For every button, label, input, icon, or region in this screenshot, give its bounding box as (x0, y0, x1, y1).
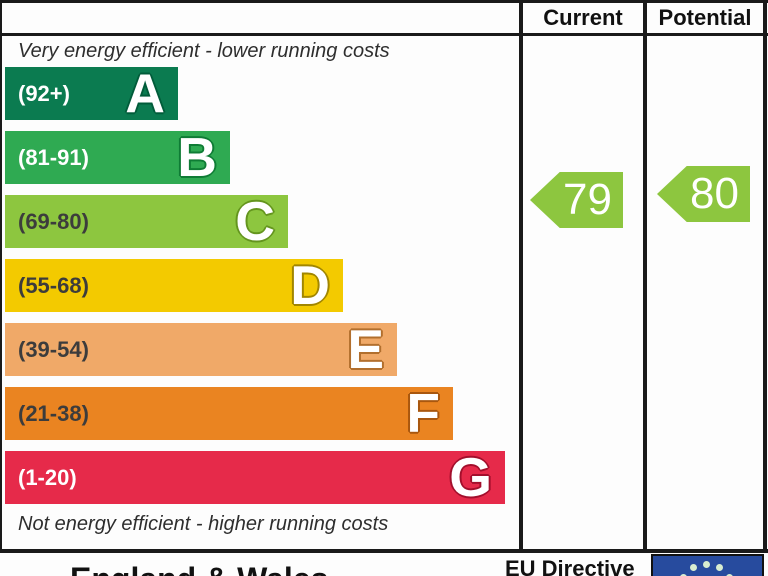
table-right-border (763, 0, 767, 553)
band-range-label: (39-54) (18, 336, 89, 362)
table-bottom-border (0, 549, 768, 553)
rating-bands: (92+) A (81-91) B (69-80) C (55-68) D (39-54) E (2… (5, 61, 505, 515)
current-column-header: Current (543, 5, 623, 30)
potential-column-divider (643, 0, 647, 553)
current-rating-value: 79 (563, 175, 612, 224)
band-bar-b: (81-91) B (5, 125, 230, 188)
bottom-efficiency-caption: Not energy efficient - higher running co… (18, 513, 389, 535)
band-row-f: (21-38) F (5, 381, 505, 444)
star-dot-icon (680, 574, 688, 576)
band-bar-a: (92+) A (5, 61, 178, 124)
potential-column-header: Potential (658, 5, 752, 30)
band-grade-letter: C (235, 189, 275, 252)
band-row-g: (1-20) G (5, 445, 505, 508)
band-grade-letter: E (347, 317, 384, 380)
band-row-d: (55-68) D (5, 253, 505, 316)
band-range-label: (21-38) (18, 400, 89, 426)
band-range-label: (1-20) (18, 464, 77, 490)
band-grade-letter: F (406, 381, 440, 444)
band-bar-e: (39-54) E (5, 317, 397, 380)
band-bar-c: (69-80) C (5, 189, 288, 252)
star-dot-icon (703, 561, 710, 568)
top-efficiency-caption: Very energy efficient - lower running co… (18, 40, 390, 62)
band-grade-letter: B (177, 125, 217, 188)
band-range-label: (55-68) (18, 272, 89, 298)
star-dot-icon (716, 564, 723, 572)
band-grade-letter: D (290, 253, 330, 316)
star-dot-icon (690, 564, 697, 572)
band-range-label: (92+) (18, 80, 70, 106)
region-label: England & Wales (70, 561, 328, 576)
eu-flag-icon (651, 554, 764, 576)
band-row-b: (81-91) B (5, 125, 505, 188)
star-dot-icon (725, 574, 733, 576)
band-range-label: (81-91) (18, 144, 89, 170)
band-bar-g: (1-20) G (5, 445, 505, 508)
band-range-label: (69-80) (18, 208, 89, 234)
header-divider-line (0, 33, 768, 36)
band-row-a: (92+) A (5, 61, 505, 124)
band-grade-letter: A (125, 61, 165, 124)
potential-rating-arrow: 80 (657, 166, 750, 222)
potential-rating-value: 80 (690, 169, 739, 218)
band-bar-f: (21-38) F (5, 381, 453, 444)
current-rating-arrow: 79 (530, 172, 623, 228)
current-column-divider (519, 0, 523, 553)
table-top-border (0, 0, 768, 3)
band-row-e: (39-54) E (5, 317, 505, 380)
band-row-c: (69-80) C (5, 189, 505, 252)
band-grade-letter: G (449, 445, 492, 508)
eu-directive-label: EU Directive (505, 556, 635, 576)
band-bar-d: (55-68) D (5, 253, 343, 316)
table-left-border (0, 0, 2, 553)
